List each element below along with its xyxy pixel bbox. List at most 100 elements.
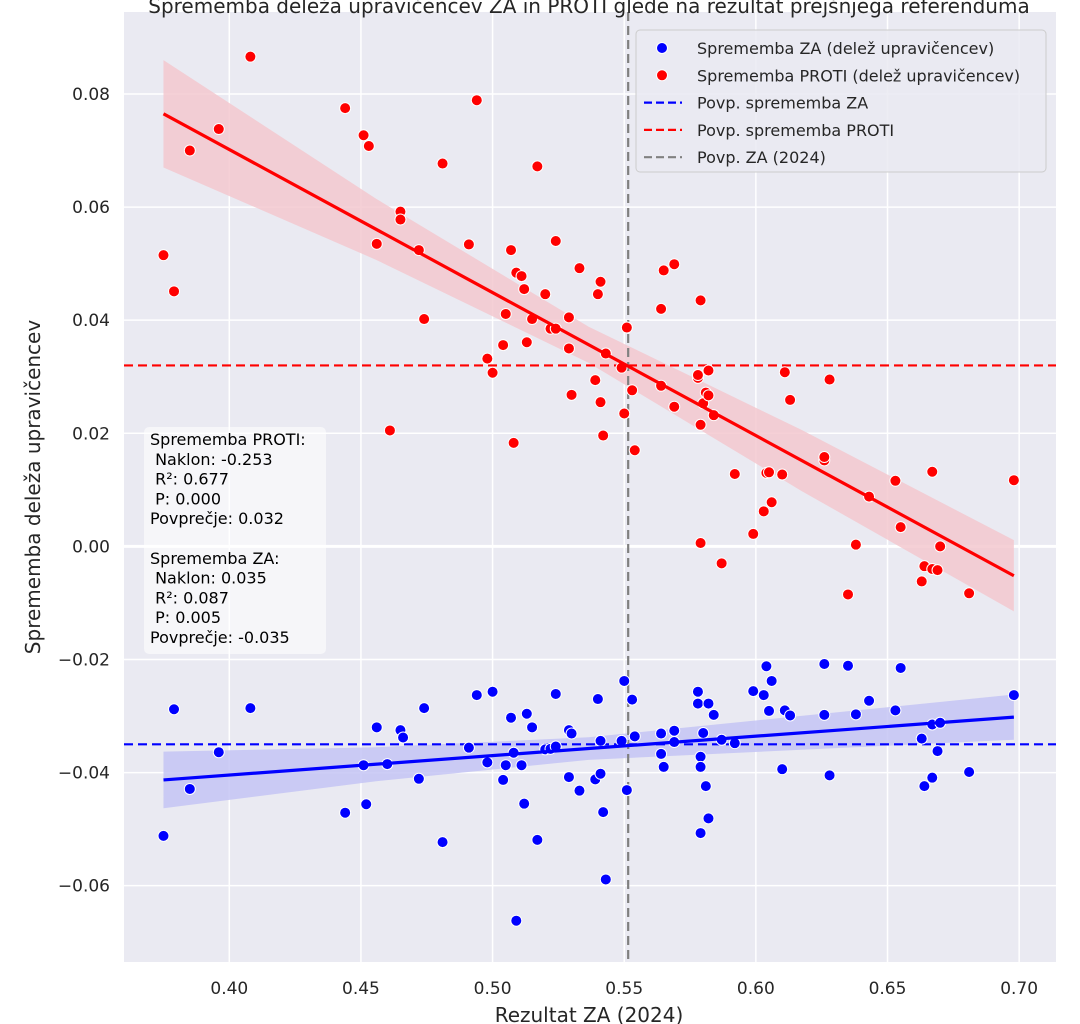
za-point <box>397 731 410 744</box>
za-point <box>694 760 707 773</box>
za-point <box>655 727 668 740</box>
za-point <box>599 873 612 886</box>
proti-point <box>462 238 475 251</box>
za-point <box>818 708 831 721</box>
proti-point <box>628 444 641 457</box>
stats-line: Sprememba PROTI: <box>150 430 306 449</box>
legend-marker <box>656 69 668 82</box>
za-point <box>915 732 928 745</box>
za-point <box>691 697 704 710</box>
proti-point <box>591 288 604 301</box>
proti-point <box>183 144 196 157</box>
za-point <box>863 694 876 707</box>
x-tick-label: 0.65 <box>869 979 907 999</box>
stats-line: Sprememba ZA: <box>150 549 279 568</box>
y-tick-label: 0.08 <box>72 85 110 105</box>
proti-point <box>763 466 776 479</box>
proti-point <box>620 321 633 334</box>
za-point <box>597 806 610 819</box>
proti-point <box>383 424 396 437</box>
stats-frame <box>144 427 326 654</box>
proti-point <box>157 249 170 262</box>
proti-point <box>212 123 225 136</box>
y-tick-label: 0.04 <box>72 311 110 331</box>
x-tick-label: 0.70 <box>1000 979 1038 999</box>
proti-point <box>505 244 518 257</box>
za-point <box>691 685 704 698</box>
za-point <box>702 812 715 825</box>
za-point <box>481 756 494 769</box>
chart-title: Sprememba deleža upravičencev ZA in PROT… <box>148 0 1029 18</box>
za-point <box>531 833 544 846</box>
proti-point <box>531 160 544 173</box>
proti-point <box>694 536 707 549</box>
za-point <box>339 806 352 819</box>
x-tick-label: 0.45 <box>342 979 380 999</box>
za-point <box>757 689 770 702</box>
proti-point <box>539 288 552 301</box>
legend-label: Povp. sprememba ZA <box>697 94 868 113</box>
tick-labels: 0.40 0.45 0.50 0.55 0.60 0.65 0.70 −0.06 −0.04 −0… <box>58 85 1038 999</box>
proti-point <box>931 564 944 577</box>
za-point <box>168 703 181 716</box>
x-tick-label: 0.40 <box>210 979 248 999</box>
za-point <box>212 746 225 759</box>
legend-frame <box>635 29 1047 173</box>
za-point <box>499 759 512 772</box>
legend-label: Sprememba ZA (delež upravičencev) <box>697 39 994 58</box>
za-point <box>894 661 907 674</box>
legend-label: Povp. ZA (2024) <box>697 148 826 167</box>
proti-point <box>562 311 575 324</box>
stats-line: Povprečje: 0.032 <box>150 509 284 528</box>
za-point <box>747 685 760 698</box>
legend: Sprememba ZA (delež upravičencev) Spremem… <box>635 29 1047 173</box>
proti-regression-line <box>162 112 1015 578</box>
za-point <box>657 760 670 773</box>
proti-point <box>702 364 715 377</box>
confidence-bands <box>163 60 1014 809</box>
za-point <box>694 827 707 840</box>
reference-lines <box>124 12 1056 962</box>
proti-point <box>497 339 510 352</box>
za-point <box>697 726 710 739</box>
y-tick-label: 0.02 <box>72 424 110 444</box>
proti-point <box>1007 474 1020 487</box>
proti-point <box>589 374 602 387</box>
proti-point <box>691 369 704 382</box>
za-point <box>763 704 776 717</box>
proti-point <box>244 50 257 63</box>
za-point <box>183 782 196 795</box>
y-tick-label: 0.00 <box>72 537 110 557</box>
stats-line: R²: 0.677 <box>150 470 229 489</box>
za-point <box>702 697 715 710</box>
za-point <box>412 772 425 785</box>
za-point <box>699 780 712 793</box>
proti-point <box>842 588 855 601</box>
za-regression-line <box>163 715 1014 782</box>
za-point <box>926 771 939 784</box>
x-tick-label: 0.55 <box>605 979 643 999</box>
za-point <box>510 914 523 927</box>
za-point <box>818 657 831 670</box>
za-point <box>849 708 862 721</box>
za-point <box>526 721 539 734</box>
proti-point <box>702 389 715 402</box>
proti-point <box>520 336 533 349</box>
za-point <box>628 730 641 743</box>
y-axis-label: Sprememba deleža upravičencev <box>21 320 45 655</box>
proti-point <box>562 342 575 355</box>
proti-point <box>963 587 976 600</box>
proti-point <box>565 388 578 401</box>
za-point <box>963 766 976 778</box>
proti-point <box>618 407 631 420</box>
za-confidence-band <box>163 694 1014 809</box>
proti-point <box>849 538 862 551</box>
za-point <box>573 784 586 797</box>
y-tick-label: −0.06 <box>58 877 110 897</box>
za-point <box>842 659 855 672</box>
za-point <box>707 708 720 721</box>
za-point <box>549 687 562 700</box>
stats-line: R²: 0.087 <box>150 588 229 607</box>
za-point <box>370 721 383 734</box>
